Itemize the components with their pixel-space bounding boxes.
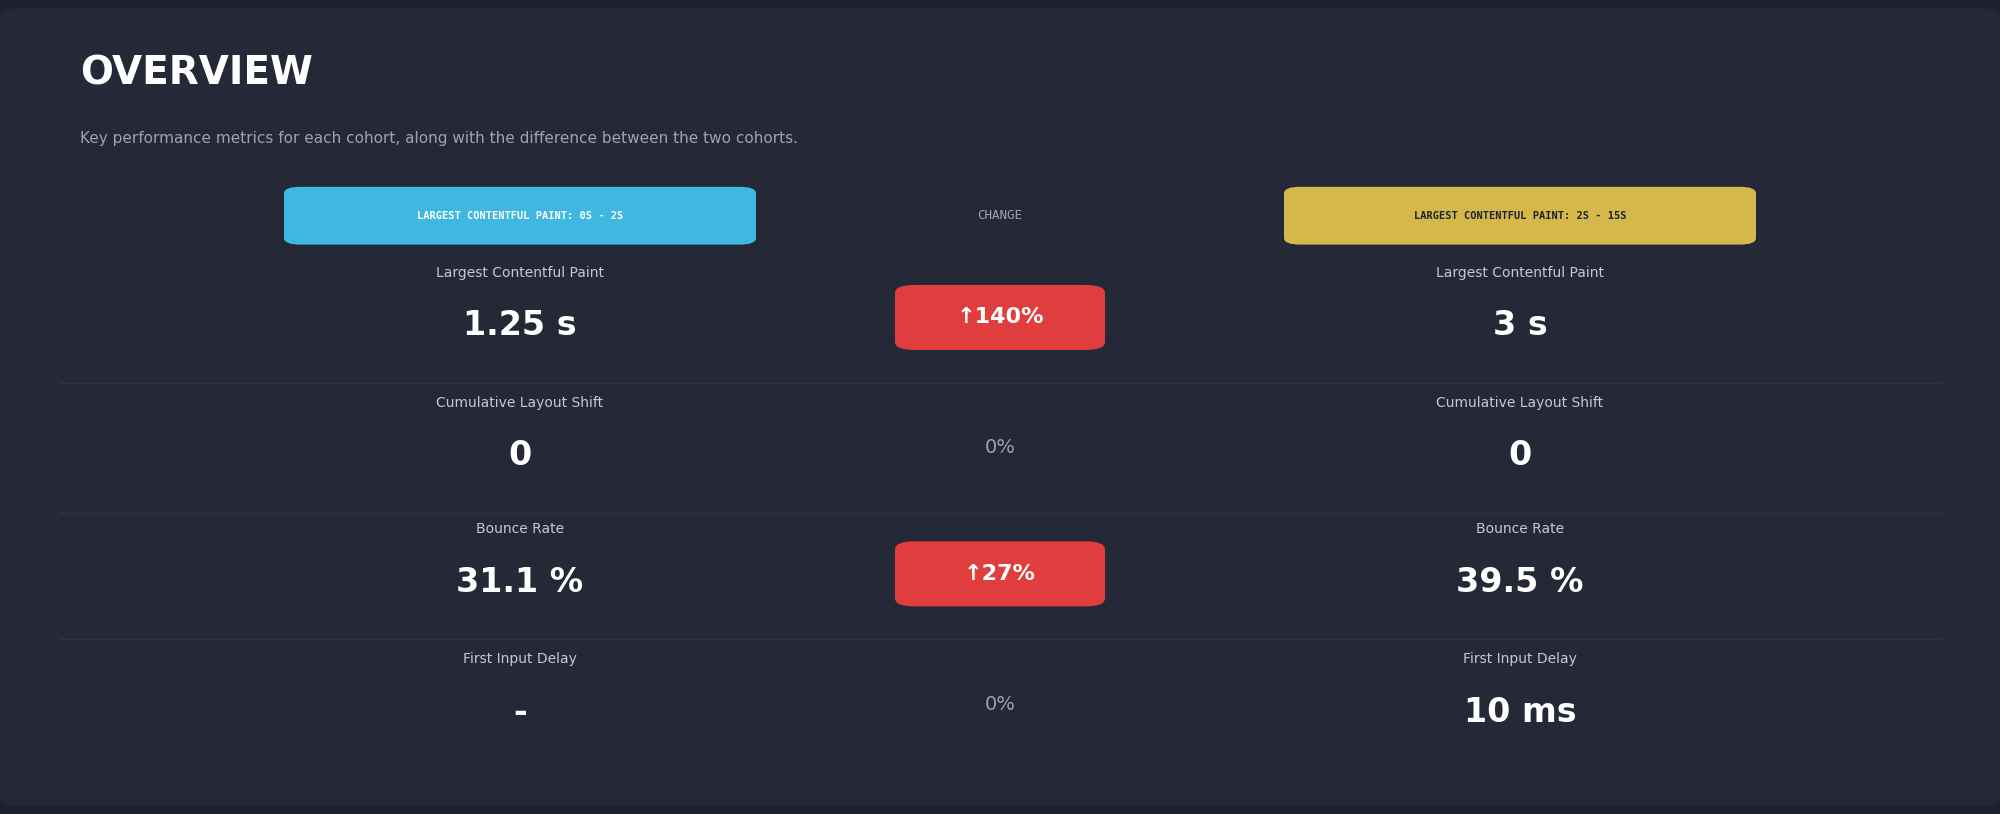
Text: 0%: 0% xyxy=(984,438,1016,457)
Text: 0%: 0% xyxy=(984,694,1016,714)
Text: CHANGE: CHANGE xyxy=(978,209,1022,222)
Text: -: - xyxy=(514,696,526,729)
FancyBboxPatch shape xyxy=(0,8,2000,806)
Text: 10 ms: 10 ms xyxy=(1464,696,1576,729)
Text: Largest Contentful Paint: Largest Contentful Paint xyxy=(1436,265,1604,280)
Text: LARGEST CONTENTFUL PAINT: 0S - 2S: LARGEST CONTENTFUL PAINT: 0S - 2S xyxy=(416,211,624,221)
Text: Key performance metrics for each cohort, along with the difference between the t: Key performance metrics for each cohort,… xyxy=(80,131,798,146)
Text: First Input Delay: First Input Delay xyxy=(1464,652,1576,667)
Text: OVERVIEW: OVERVIEW xyxy=(80,55,312,92)
Text: ↑140%: ↑140% xyxy=(956,308,1044,327)
Text: 39.5 %: 39.5 % xyxy=(1456,566,1584,598)
Text: 1.25 s: 1.25 s xyxy=(464,309,576,342)
Text: First Input Delay: First Input Delay xyxy=(464,652,576,667)
Text: Bounce Rate: Bounce Rate xyxy=(1476,522,1564,536)
Text: Cumulative Layout Shift: Cumulative Layout Shift xyxy=(436,396,604,410)
FancyBboxPatch shape xyxy=(896,285,1104,350)
FancyBboxPatch shape xyxy=(896,541,1104,606)
FancyBboxPatch shape xyxy=(1284,187,1756,244)
Text: Cumulative Layout Shift: Cumulative Layout Shift xyxy=(1436,396,1604,410)
FancyBboxPatch shape xyxy=(284,187,756,244)
Text: 3 s: 3 s xyxy=(1492,309,1548,342)
Text: LARGEST CONTENTFUL PAINT: 2S - 15S: LARGEST CONTENTFUL PAINT: 2S - 15S xyxy=(1414,211,1626,221)
Text: ↑27%: ↑27% xyxy=(964,564,1036,584)
Text: Bounce Rate: Bounce Rate xyxy=(476,522,564,536)
Text: Largest Contentful Paint: Largest Contentful Paint xyxy=(436,265,604,280)
Text: 0: 0 xyxy=(508,440,532,472)
Text: 31.1 %: 31.1 % xyxy=(456,566,584,598)
Text: 0: 0 xyxy=(1508,440,1532,472)
